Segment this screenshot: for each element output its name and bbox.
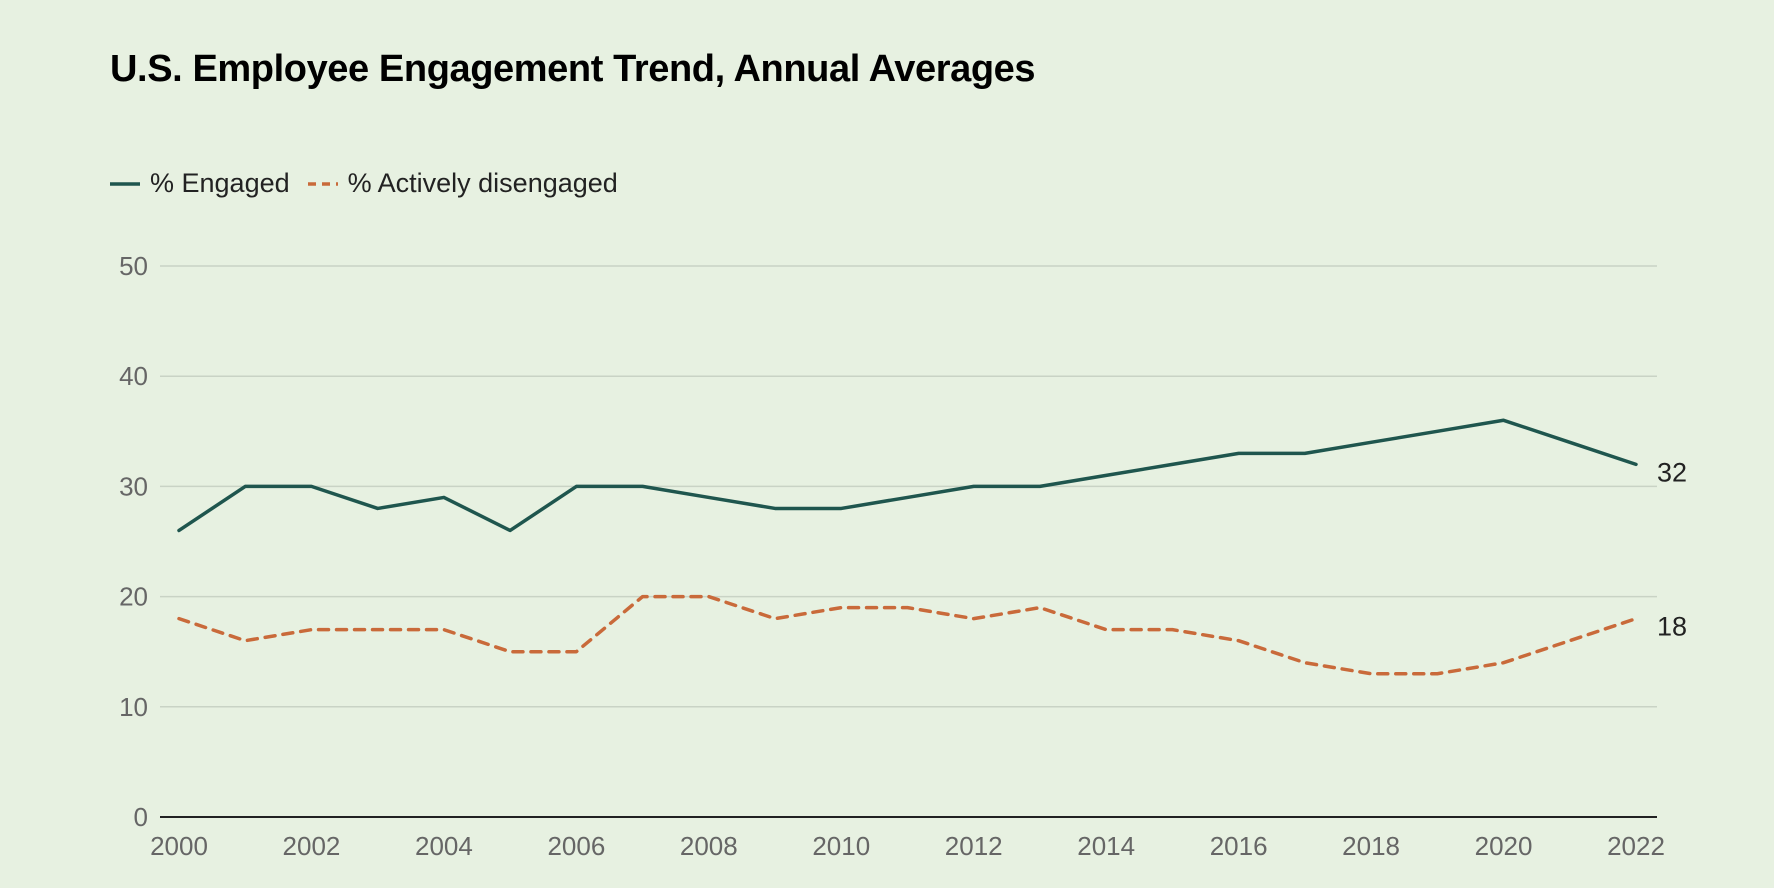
chart-title: U.S. Employee Engagement Trend, Annual A… xyxy=(110,48,1036,90)
x-tick-label: 2006 xyxy=(547,831,605,861)
x-tick-label: 2016 xyxy=(1210,831,1268,861)
x-tick-label: 2012 xyxy=(945,831,1003,861)
legend-label-disengaged: % Actively disengaged xyxy=(347,168,618,198)
gridlines xyxy=(160,265,1657,708)
x-tick-label: 2000 xyxy=(150,831,208,861)
end-value-label: 18 xyxy=(1657,612,1687,642)
x-axis-ticks: 2000 2002 2004 2006 2008 2010 2012 2014 2016 2018… xyxy=(150,831,1665,861)
y-tick-label: 0 xyxy=(134,802,148,832)
legend-solid-line-icon xyxy=(110,181,140,186)
x-tick-label: 2008 xyxy=(680,831,738,861)
x-tick-label: 2018 xyxy=(1342,831,1400,861)
x-tick-label: 2014 xyxy=(1077,831,1135,861)
y-tick-label: 30 xyxy=(119,471,148,501)
x-tick-label: 2002 xyxy=(283,831,341,861)
legend-item-engaged: % Engaged xyxy=(110,168,290,199)
end-value-label: 32 xyxy=(1657,457,1687,487)
y-axis-ticks: 0 10 20 30 40 50 xyxy=(119,251,148,832)
series-line-engaged xyxy=(177,418,1638,533)
x-tick-label: 2010 xyxy=(812,831,870,861)
legend-label-engaged: % Engaged xyxy=(150,168,290,198)
data-point-disengageds xyxy=(177,595,1638,676)
x-tick-label: 2004 xyxy=(415,831,473,861)
y-tick-label: 50 xyxy=(119,251,148,281)
series-line-disengaged xyxy=(177,594,1638,676)
legend-dashed-line-icon xyxy=(307,181,338,186)
x-tick-label: 2020 xyxy=(1475,831,1533,861)
x-tick-label: 2022 xyxy=(1607,831,1665,861)
legend-item-disengaged: % Actively disengaged xyxy=(307,168,618,199)
y-tick-label: 10 xyxy=(119,692,148,722)
y-tick-label: 40 xyxy=(119,361,148,391)
legend: % Engaged % Actively disengaged xyxy=(110,168,636,199)
y-tick-label: 20 xyxy=(119,582,148,612)
